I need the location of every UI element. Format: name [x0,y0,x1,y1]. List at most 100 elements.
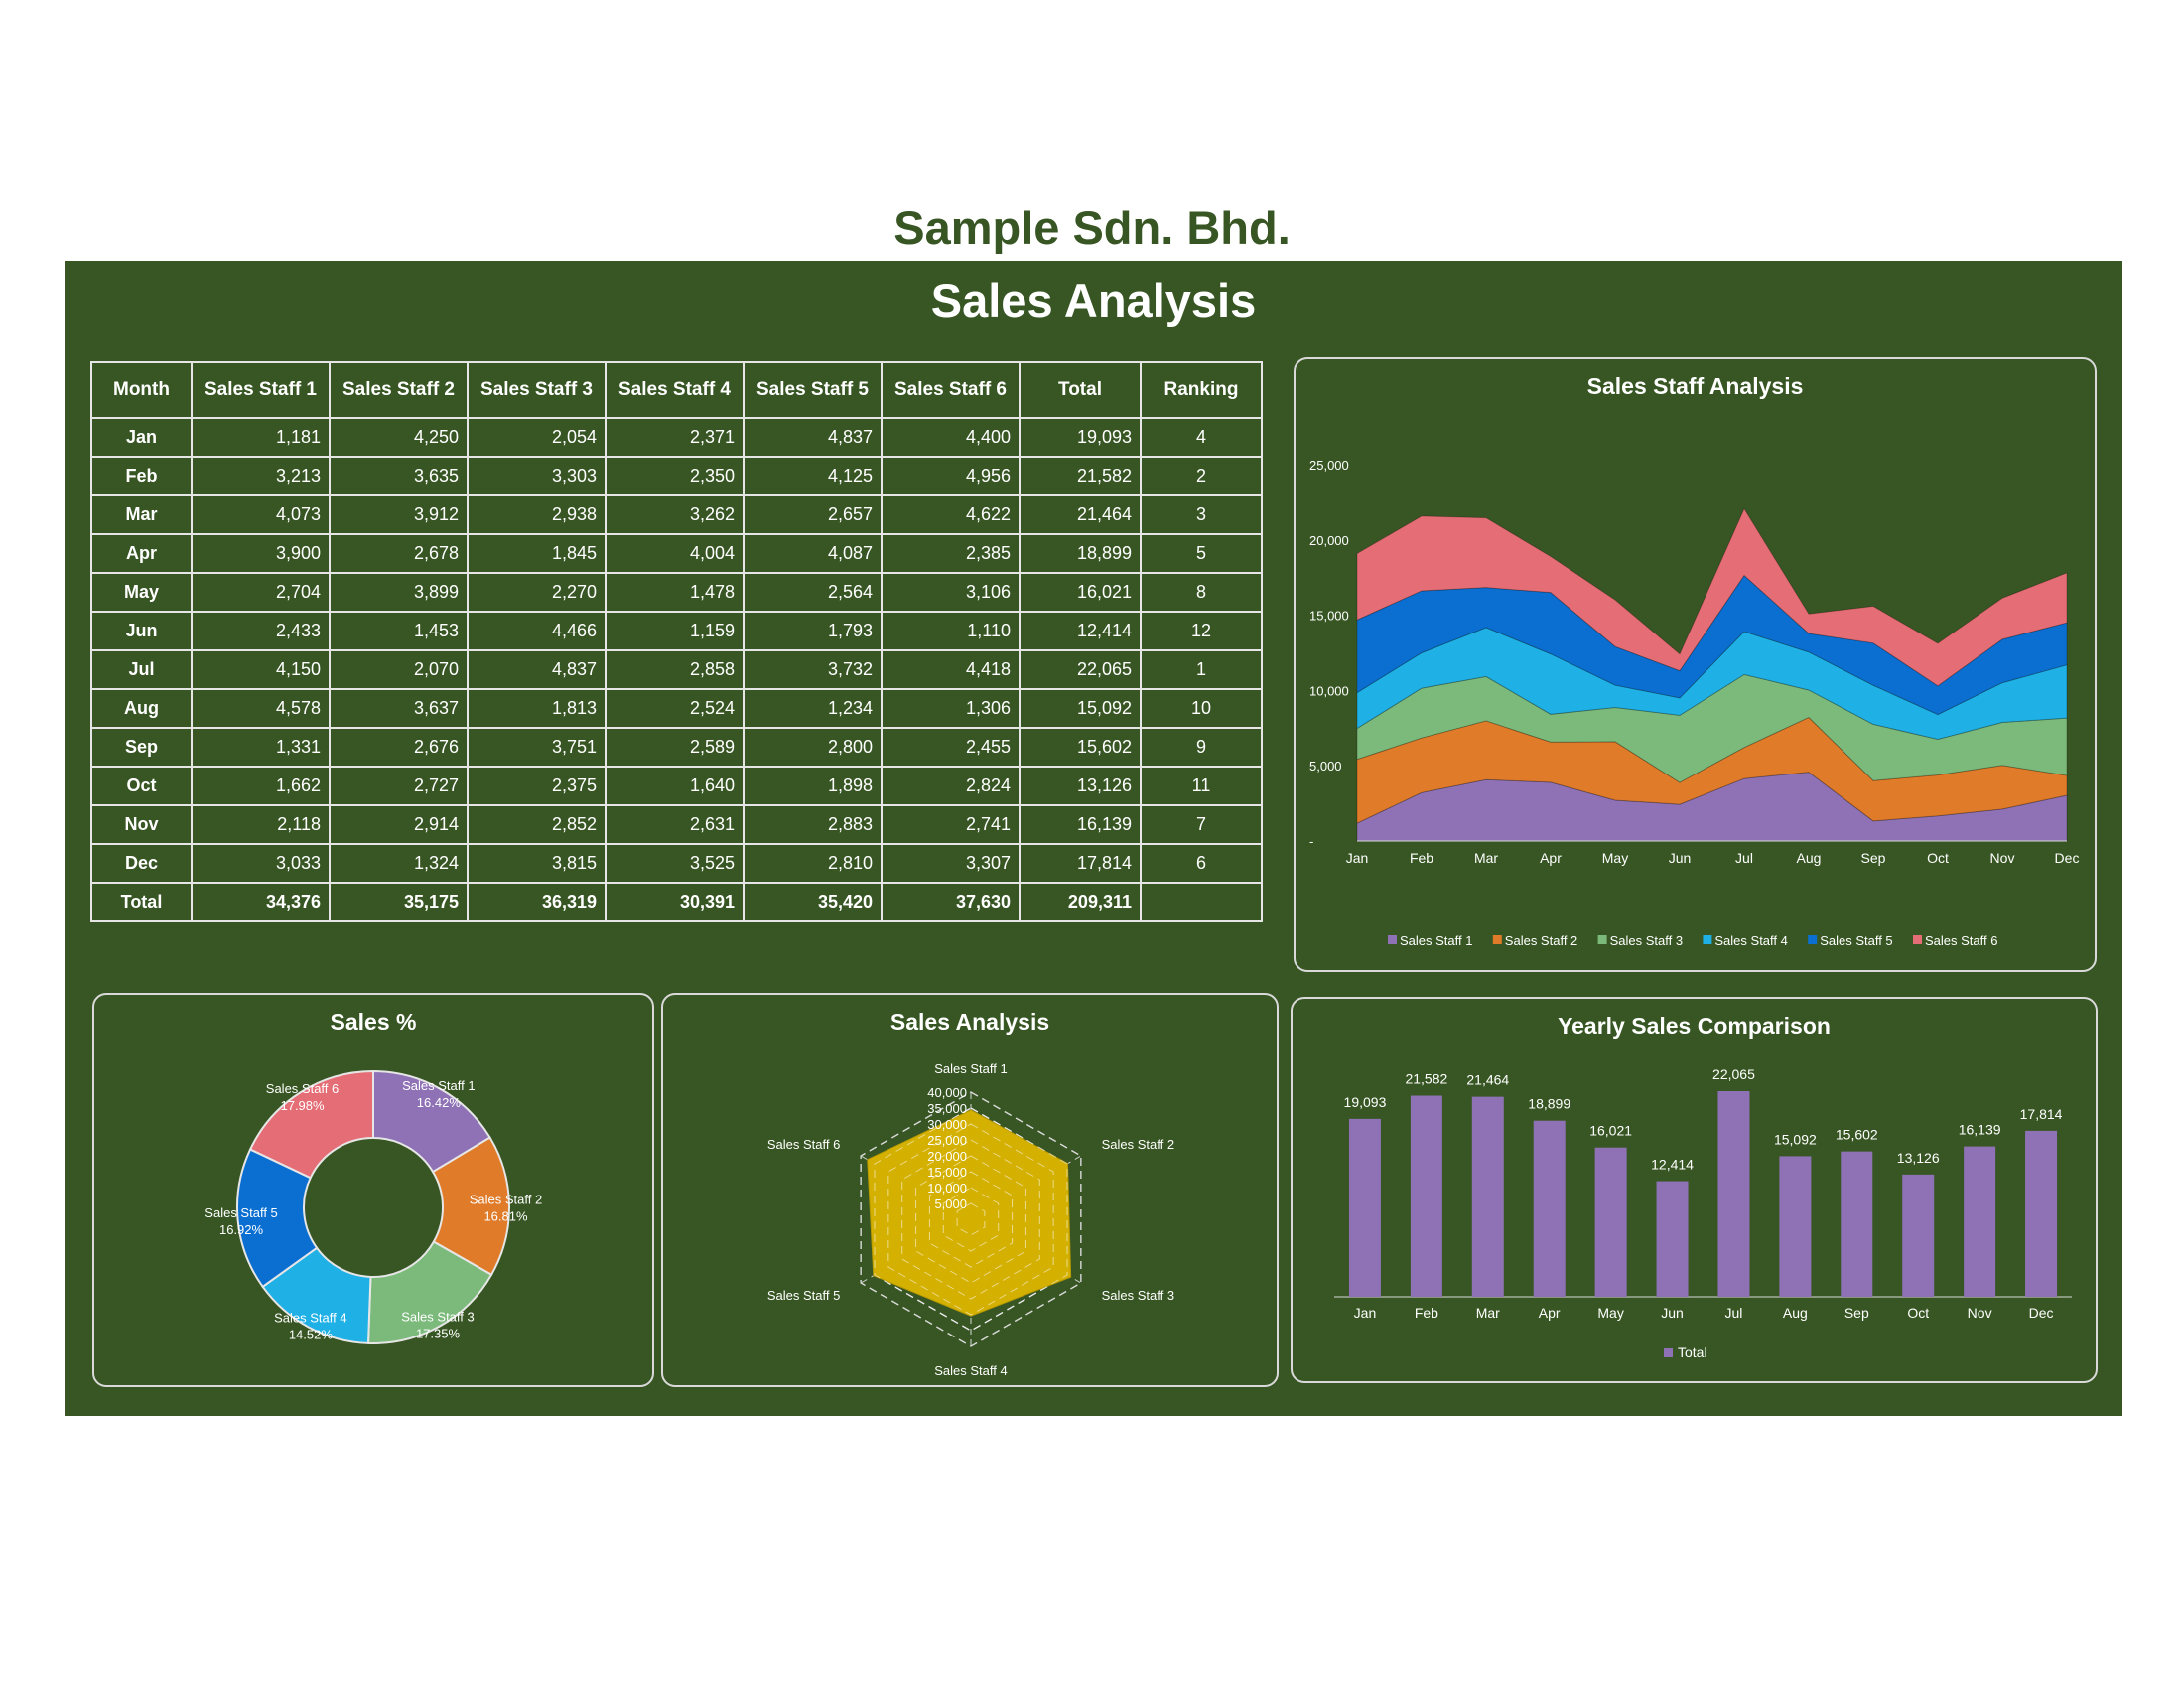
value-cell: 37,630 [881,882,1021,922]
radar-inner-ring [956,1202,986,1236]
x-tick-label: Nov [1990,850,2015,866]
y-tick-label: 15,000 [1309,609,1349,624]
column-header: Sales Staff 4 [605,361,745,419]
column-header: Sales Staff 5 [743,361,883,419]
value-cell: 3,912 [329,494,469,535]
bar-value-label: 17,814 [2020,1106,2063,1122]
x-tick-label: Apr [1539,1305,1561,1321]
y-tick-label: 5,000 [1309,759,1342,774]
ranking-cell: 4 [1140,417,1263,458]
month-cell: Sep [90,727,193,768]
area-chart-title: Sales Staff Analysis [1586,373,1804,399]
legend-swatch [1492,935,1502,944]
value-cell: 1,478 [605,572,745,613]
table-row: Apr 3,900 2,678 1,845 4,004 4,087 2,385 18,899 5 [90,533,1263,574]
value-cell: 2,883 [743,804,883,845]
ranking-cell: 3 [1140,494,1263,535]
table-row: Nov 2,118 2,914 2,852 2,631 2,883 2,741 16,139 7 [90,804,1263,845]
value-cell: 4,622 [881,494,1021,535]
area-series-4 [1356,627,2068,740]
value-cell: 15,092 [1019,688,1142,729]
legend-label: Total [1678,1344,1707,1360]
value-cell: 4,125 [743,456,883,496]
x-tick-label: Jun [1661,1305,1684,1321]
radar-inner-ring [901,1139,1040,1300]
value-cell: 3,303 [467,456,607,496]
month-cell: May [90,572,193,613]
value-cell: 3,525 [605,843,745,884]
x-tick-label: Feb [1415,1305,1438,1321]
y-tick-label: 25,000 [1309,458,1349,473]
value-cell: 1,110 [881,611,1021,651]
bar [1779,1156,1812,1297]
x-tick-label: Sep [1861,850,1886,866]
y-tick-label: 20,000 [1309,533,1349,548]
bar [1902,1174,1935,1297]
legend-swatch [1703,935,1712,944]
value-cell: 35,175 [329,882,469,922]
table-row: Mar 4,073 3,912 2,938 3,262 2,657 4,622 21,464 3 [90,494,1263,535]
value-cell: 2,564 [743,572,883,613]
area-series-6 [1356,507,2068,687]
value-cell: 4,073 [191,494,331,535]
column-header: Sales Staff 1 [191,361,331,419]
month-cell: Jun [90,611,193,651]
table-total-row: Total 34,376 35,175 36,319 30,391 35,420 37,63… [90,882,1263,922]
donut-slice-3 [366,1240,493,1344]
y-tick-label: - [1309,834,1313,849]
slice-value: 17.98% [280,1098,325,1113]
value-cell: 2,350 [605,456,745,496]
value-cell: 2,433 [191,611,331,651]
slice-label: Sales Staff 1 [402,1078,475,1093]
table-row: Jan 1,181 4,250 2,054 2,371 4,837 4,400 19,093 4 [90,417,1263,458]
value-cell: 3,751 [467,727,607,768]
area-series-5 [1356,574,2068,716]
bar-value-label: 18,899 [1528,1096,1570,1112]
bar-value-label: 21,582 [1405,1071,1447,1087]
value-cell: 12,414 [1019,611,1142,651]
value-cell: 17,814 [1019,843,1142,884]
radar-axis-label: Sales Staff 2 [1102,1137,1174,1152]
ranking-cell: 10 [1140,688,1263,729]
radar-axis-label: Sales Staff 5 [767,1288,840,1303]
legend-swatch [1597,935,1607,944]
value-cell: 4,956 [881,456,1021,496]
legend-label: Sales Staff 6 [1925,933,1997,948]
staff-analysis-panel: Sales Staff Analysis - 5,000 10,000 15,000 2… [1294,357,2097,972]
ranking-cell: 12 [1140,611,1263,651]
x-tick-label: Dec [2029,1305,2054,1321]
x-tick-label: May [1602,850,1628,866]
x-tick-label: Jan [1354,1305,1377,1321]
value-cell: 2,676 [329,727,469,768]
slice-value: 17.35% [416,1327,461,1341]
month-cell: Jul [90,649,193,690]
legend-swatch [1808,935,1818,944]
table-row: Sep 1,331 2,676 3,751 2,589 2,800 2,455 15,602 9 [90,727,1263,768]
x-tick-label: Aug [1797,850,1822,866]
radar-axis-label: Sales Staff 3 [1102,1288,1174,1303]
bar [1841,1151,1873,1297]
legend-swatch [1913,935,1922,944]
value-cell: 2,118 [191,804,331,845]
bar-chart-title: Yearly Sales Comparison [1558,1013,1831,1039]
bar [2025,1130,2058,1297]
x-tick-label: Jul [1725,1305,1743,1321]
value-cell: 4,004 [605,533,745,574]
ranking-cell: 1 [1140,649,1263,690]
slice-label: Sales Staff 4 [274,1311,346,1326]
ranking-cell: 6 [1140,843,1263,884]
value-cell: 2,914 [329,804,469,845]
legend-label: Sales Staff 3 [1610,933,1683,948]
value-cell: 2,070 [329,649,469,690]
bar [1348,1118,1381,1297]
value-cell: 1,813 [467,688,607,729]
month-cell: Dec [90,843,193,884]
value-cell: 1,793 [743,611,883,651]
value-cell: 2,824 [881,766,1021,806]
bar-value-label: 22,065 [1712,1066,1755,1082]
value-cell: 4,837 [743,417,883,458]
ranking-cell: 7 [1140,804,1263,845]
value-cell: 1,662 [191,766,331,806]
month-cell: Oct [90,766,193,806]
column-header: Sales Staff 3 [467,361,607,419]
